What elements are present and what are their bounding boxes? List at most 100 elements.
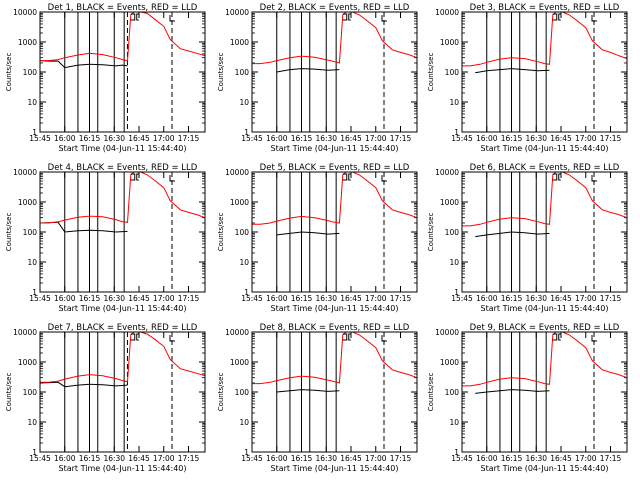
x-tick-label: 17:15 (600, 134, 622, 143)
series-events-line (276, 231, 340, 236)
x-tick-label: 16:30 (103, 134, 125, 143)
y-tick-label: 10000 (435, 328, 459, 337)
y-tick-label: 10 (239, 418, 249, 427)
series-events-line (39, 60, 128, 69)
x-tick-label: 16:45 (128, 134, 150, 143)
y-tick-label: 1 (454, 128, 459, 137)
y-tick-label: 10 (449, 98, 459, 107)
y-tick-label: 10 (27, 418, 37, 427)
y-tick-label: 1000 (440, 358, 459, 367)
x-tick-label: 15:45 (241, 134, 263, 143)
y-tick-label: 1 (32, 448, 37, 457)
x-tick-label: 17:15 (390, 294, 412, 303)
marker-bracket (169, 15, 175, 22)
y-tick-label: 100 (235, 228, 250, 237)
y-tick-label: 1000 (440, 198, 459, 207)
x-tick-label: 17:15 (600, 454, 622, 463)
x-tick-label: 15:45 (29, 454, 51, 463)
x-tick-label: 17:00 (365, 134, 387, 143)
x-tick-label: 17:15 (390, 454, 412, 463)
y-axis-label: Counts/sec (427, 53, 435, 92)
y-tick-label: 100 (445, 388, 460, 397)
y-tick-label: 1000 (230, 38, 249, 47)
y-tick-label: 10 (449, 418, 459, 427)
x-tick-label: 16:30 (525, 454, 547, 463)
x-axis-label: Start Time (04-Jun-11 15:44:40) (271, 144, 399, 153)
x-axis-label: Start Time (04-Jun-11 15:44:40) (59, 464, 187, 473)
plot-frame (39, 171, 206, 293)
y-tick-label: 10000 (13, 328, 37, 337)
panel-det-3: Det 3, BLACK = Events, RED = LLD Counts/s… (427, 3, 628, 153)
marker-bracket (552, 13, 561, 21)
x-tick-label: 16:15 (501, 454, 523, 463)
y-tick-label: 100 (235, 388, 250, 397)
y-tick-label: 1000 (230, 198, 249, 207)
series-events-line (475, 68, 550, 74)
series-events-line (475, 231, 550, 238)
x-tick-label: 15:45 (451, 454, 473, 463)
x-tick-label: 16:00 (54, 134, 76, 143)
marker-bracket (381, 335, 387, 342)
x-tick-label: 16:30 (315, 294, 337, 303)
panel-det-5: Det 5, BLACK = Events, RED = LLD Counts/s… (217, 163, 418, 313)
y-tick-label: 10000 (225, 168, 249, 177)
y-axis-label: Counts/sec (217, 213, 225, 252)
series-events-line (276, 389, 340, 393)
series-lld-line (40, 171, 206, 224)
series-lld-line (462, 331, 628, 387)
x-tick-label: 16:15 (501, 294, 523, 303)
x-tick-label: 17:00 (153, 134, 175, 143)
y-tick-label: 1 (244, 128, 249, 137)
x-tick-label: 16:00 (476, 294, 498, 303)
y-tick-label: 10000 (13, 8, 37, 17)
y-tick-label: 1000 (18, 358, 37, 367)
series-events-line (39, 221, 128, 233)
panel-det-2: Det 2, BLACK = Events, RED = LLD Counts/s… (217, 3, 418, 153)
x-tick-label: 16:45 (340, 454, 362, 463)
series-lld-line (40, 331, 206, 383)
x-axis-label: Start Time (04-Jun-11 15:44:40) (271, 464, 399, 473)
y-tick-label: 100 (445, 228, 460, 237)
x-axis-label: Start Time (04-Jun-11 15:44:40) (59, 144, 187, 153)
x-tick-label: 16:45 (550, 454, 572, 463)
marker-bracket (130, 173, 139, 181)
y-tick-label: 10 (27, 98, 37, 107)
x-tick-label: 17:00 (575, 454, 597, 463)
y-tick-label: 100 (23, 388, 38, 397)
x-tick-label: 16:30 (103, 294, 125, 303)
marker-bracket (381, 175, 387, 182)
x-tick-label: 17:15 (178, 134, 200, 143)
x-tick-label: 16:15 (79, 134, 101, 143)
marker-bracket (591, 335, 597, 342)
x-tick-label: 15:45 (241, 454, 263, 463)
y-tick-label: 10 (449, 258, 459, 267)
marker-bracket (591, 175, 597, 182)
panel-title: Det 5, BLACK = Events, RED = LLD (260, 163, 410, 173)
panel-title: Det 7, BLACK = Events, RED = LLD (48, 323, 198, 333)
x-tick-label: 16:45 (128, 294, 150, 303)
x-axis-label: Start Time (04-Jun-11 15:44:40) (481, 144, 609, 153)
x-axis-label: Start Time (04-Jun-11 15:44:40) (59, 304, 187, 313)
y-tick-label: 1000 (230, 358, 249, 367)
marker-bracket (342, 13, 351, 21)
x-axis-label: Start Time (04-Jun-11 15:44:40) (481, 304, 609, 313)
marker-bracket (130, 333, 139, 341)
y-tick-label: 1 (32, 288, 37, 297)
x-tick-label: 17:00 (575, 134, 597, 143)
plot-frame (461, 11, 628, 133)
x-tick-label: 17:00 (153, 294, 175, 303)
x-axis-label: Start Time (04-Jun-11 15:44:40) (271, 304, 399, 313)
series-events-line (39, 381, 128, 388)
panel-det-6: Det 6, BLACK = Events, RED = LLD Counts/s… (427, 163, 628, 313)
y-tick-label: 1000 (440, 38, 459, 47)
y-axis-label: Counts/sec (217, 373, 225, 412)
x-tick-label: 16:15 (79, 454, 101, 463)
y-axis-label: Counts/sec (5, 373, 13, 412)
y-tick-label: 1 (32, 128, 37, 137)
marker-bracket (342, 173, 351, 181)
marker-bracket (381, 15, 387, 22)
x-tick-label: 16:00 (476, 454, 498, 463)
x-tick-label: 16:30 (315, 454, 337, 463)
plot-frame (39, 331, 206, 453)
x-tick-label: 17:15 (390, 134, 412, 143)
